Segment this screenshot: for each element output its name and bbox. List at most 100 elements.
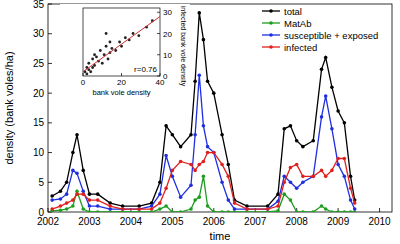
series-point (349, 198, 353, 202)
y-tick-label: 35 (33, 0, 45, 10)
series-point (189, 163, 193, 167)
series-point (59, 208, 63, 212)
legend-marker (269, 9, 273, 13)
series-point (206, 145, 210, 149)
series-point (137, 207, 141, 211)
series-point (88, 204, 92, 208)
series-point (206, 204, 210, 208)
series-point (226, 163, 230, 167)
series-point (212, 151, 216, 155)
inset-y-tick-label: 0 (163, 72, 168, 81)
plot-frame (48, 4, 392, 212)
series-point (189, 183, 193, 187)
inset-x-tick-label: 0 (81, 78, 86, 87)
y-tick-label: 20 (33, 88, 45, 99)
series-point (81, 192, 85, 196)
series-point (320, 68, 324, 72)
series-point (220, 163, 224, 167)
series-point (50, 207, 54, 211)
series-point (189, 207, 193, 211)
scatter-point (137, 34, 140, 37)
x-tick-label: 2003 (78, 216, 101, 227)
series-point (202, 124, 206, 128)
scatter-point (118, 41, 121, 44)
series-point (353, 207, 357, 211)
series-point (336, 210, 340, 212)
scatter-point (93, 53, 96, 56)
series-point (212, 210, 216, 212)
series-point (137, 207, 141, 211)
series-point (301, 175, 305, 179)
series-point (71, 198, 75, 202)
series-point (349, 210, 353, 212)
inset-x-tick (121, 73, 122, 76)
x-tick-label: 2009 (327, 216, 350, 227)
series-point (75, 192, 79, 196)
series-point (59, 197, 63, 201)
series-point (295, 210, 299, 212)
series-point (50, 194, 54, 198)
series-point (343, 175, 347, 179)
series-point (59, 204, 63, 208)
x-tick-label: 2005 (161, 216, 184, 227)
series-point (81, 207, 85, 211)
y-tick (48, 63, 52, 64)
series-point (311, 175, 315, 179)
series-point (164, 124, 168, 128)
series-point (220, 133, 224, 137)
scatter-point (101, 62, 104, 65)
series-point (193, 169, 197, 173)
series-point (212, 91, 216, 95)
series-point (289, 124, 293, 128)
scatter-point (107, 58, 110, 61)
scatter-point (110, 47, 113, 50)
inset-y-tick-label: 10 (163, 51, 172, 60)
series-point (266, 207, 270, 211)
inset-x-axis-label: bank vole density (93, 88, 151, 97)
series-point (71, 151, 75, 155)
series-point (320, 169, 324, 173)
series-point (295, 163, 299, 167)
series-point (233, 201, 237, 205)
series-point (197, 163, 201, 167)
inset-y-axis-label: infected bank vole density (179, 6, 187, 87)
series-point (164, 186, 168, 190)
inset-x-tick-label: 20 (117, 78, 126, 87)
series-point (266, 207, 270, 211)
y-tick (48, 152, 52, 153)
x-tick-label: 2008 (286, 216, 309, 227)
series-point (353, 201, 357, 205)
series-point (71, 169, 75, 173)
y-tick-label: 10 (33, 147, 45, 158)
series-point (96, 198, 100, 202)
legend-label: susceptible + exposed (284, 30, 378, 41)
inset-y-tick (157, 33, 160, 34)
series-point (226, 198, 230, 202)
series-point (179, 210, 183, 212)
series-line (52, 75, 355, 209)
series-point (88, 210, 92, 212)
series-point (202, 175, 206, 179)
series-point (189, 133, 193, 137)
series-line (52, 176, 355, 212)
scatter-point (105, 45, 108, 48)
inset-y-tick (157, 76, 160, 77)
series-point (150, 207, 154, 211)
scatter-point (105, 32, 108, 35)
y-axis-label: density (bank voles/ha) (3, 51, 15, 164)
series-point (212, 151, 216, 155)
series-point (336, 109, 340, 113)
series-point (330, 127, 334, 131)
series-point (324, 94, 328, 98)
series-point (349, 186, 353, 190)
y-tick (48, 33, 52, 34)
inset-background (60, 4, 190, 102)
series-line (52, 153, 355, 209)
series-point (65, 192, 69, 196)
series-point (88, 198, 92, 202)
series-point (282, 127, 286, 131)
series-point (75, 172, 79, 176)
inset-y-tick-label: 30 (163, 8, 172, 17)
legend-marker (269, 21, 273, 25)
series-point (301, 210, 305, 212)
